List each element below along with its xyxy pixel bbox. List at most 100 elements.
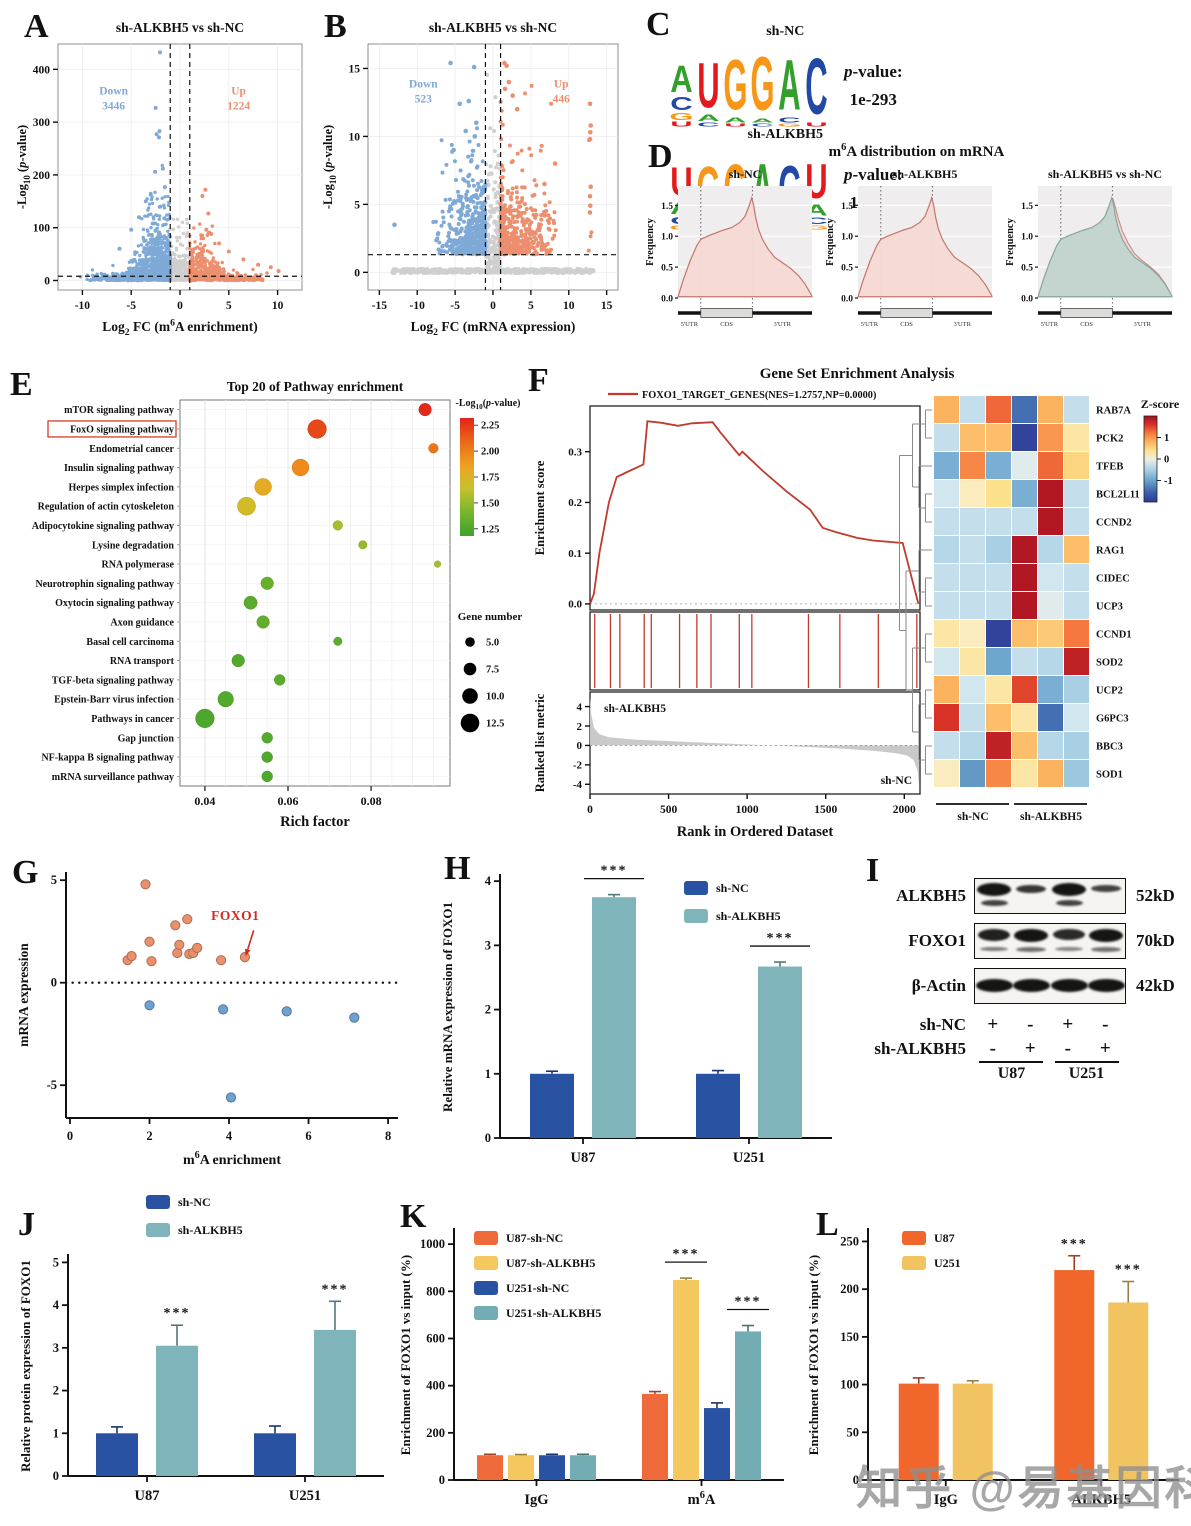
svg-text:150: 150 [840, 1330, 859, 1344]
blot-protein-label: β-Actin [911, 976, 966, 995]
svg-text:CDS: CDS [720, 321, 733, 328]
svg-text:-Log10 (p-value): -Log10 (p-value) [321, 125, 338, 209]
gsea-chart: FOXO1_TARGET_GENES(NES=1.2757,NP=0.0000)… [524, 378, 928, 848]
svg-text:2: 2 [577, 721, 583, 733]
svg-text:FoxO signaling pathway: FoxO signaling pathway [70, 425, 174, 436]
svg-text:0.5: 0.5 [661, 264, 673, 274]
svg-text:U: U [670, 121, 692, 127]
svg-text:U87-sh-NC: U87-sh-NC [506, 1231, 563, 1245]
density-subplot: 0.0 0.5 1.0 1.5 Frequency sh-ALKBH5 vs sh-NC 5… [1002, 164, 1178, 339]
svg-text:sh-ALKBH5: sh-ALKBH5 [604, 703, 666, 715]
svg-text:10: 10 [563, 300, 575, 312]
svg-text:sh-ALKBH5: sh-ALKBH5 [893, 167, 958, 181]
svg-text:523: 523 [415, 94, 433, 106]
panel-letter-l: L [816, 1206, 839, 1243]
svg-text:5.0: 5.0 [486, 638, 499, 649]
svg-text:Down: Down [99, 86, 128, 98]
svg-text:6: 6 [305, 1129, 311, 1143]
svg-text:U: U [697, 58, 719, 114]
svg-text:0: 0 [53, 1469, 59, 1483]
svg-text:0.0: 0.0 [568, 599, 582, 611]
svg-text:-Log10 (p-value): -Log10 (p-value) [15, 125, 32, 209]
svg-text:Frequency: Frequency [645, 217, 656, 265]
gsea-heatmap: RAB7A PCK2 TFEB BCL2L11 CCND2 RAG1 CIDEC UCP3 CC… [898, 380, 1191, 842]
svg-text:-1: -1 [1164, 476, 1173, 487]
svg-text:200: 200 [840, 1282, 859, 1296]
panel-letter-c: C [646, 6, 671, 43]
svg-text:1224: 1224 [227, 101, 250, 113]
svg-text:5: 5 [528, 300, 534, 312]
svg-text:100: 100 [840, 1378, 859, 1392]
svg-text:Z-score: Z-score [1141, 397, 1180, 411]
svg-text:TGF-beta signaling pathway: TGF-beta signaling pathway [52, 675, 174, 686]
svg-text:C: C [805, 217, 827, 225]
svg-text:***: *** [601, 864, 628, 879]
panel-letter-f: F [528, 362, 549, 399]
svg-text:U251: U251 [934, 1256, 961, 1270]
svg-text:U251-sh-ALKBH5: U251-sh-ALKBH5 [506, 1306, 601, 1320]
svg-text:NF-kappa B signaling pathway: NF-kappa B signaling pathway [41, 753, 174, 764]
svg-text:1: 1 [485, 1067, 491, 1081]
svg-text:sh-NC: sh-NC [881, 775, 912, 787]
svg-text:500: 500 [660, 804, 678, 816]
svg-text:-2: -2 [573, 760, 583, 772]
svg-text:U: U [724, 123, 746, 127]
svg-text:0.0: 0.0 [841, 295, 853, 305]
svg-text:Insulin signaling pathway: Insulin signaling pathway [64, 463, 174, 474]
svg-text:Up: Up [231, 86, 246, 98]
blot-sign-row: sh-ALKBH5 - + - + [874, 1038, 1111, 1059]
m6a-distribution-panel: m6A distribution on mRNA 0.0 0.5 1.0 1.5 Fre… [642, 142, 1191, 354]
panel-letter-g: G [12, 854, 39, 891]
svg-text:sh-ALKBH5: sh-ALKBH5 [1020, 811, 1082, 823]
watermark: 知乎 @易基因科技 [856, 1462, 1191, 1514]
svg-text:0: 0 [67, 1129, 73, 1143]
svg-text:UCP3: UCP3 [1096, 602, 1123, 613]
motif-pvalue: p-value: 1e-293 [844, 62, 903, 109]
svg-text:0: 0 [439, 1473, 445, 1487]
svg-text:A: A [751, 118, 773, 123]
blot-band [1089, 929, 1123, 942]
svg-text:***: *** [735, 1295, 762, 1310]
svg-text:0: 0 [587, 804, 593, 816]
svg-text:4: 4 [485, 874, 492, 888]
svg-text:sh-NC: sh-NC [957, 811, 988, 823]
blot-row: FOXO1 70kD [858, 923, 1190, 959]
svg-text:Lysine degradation: Lysine degradation [92, 540, 174, 551]
svg-text:***: *** [1061, 1237, 1088, 1252]
blot-band [1016, 885, 1046, 893]
svg-text:2: 2 [485, 1003, 491, 1017]
svg-text:1.5: 1.5 [661, 202, 673, 212]
blot-row: β-Actin 42kD [858, 968, 1190, 1004]
svg-text:CDS: CDS [900, 321, 913, 328]
svg-text:-5: -5 [47, 1078, 57, 1092]
svg-text:10: 10 [349, 131, 361, 143]
volcano-m6a-chart: Down 3446 Up 1224 -10 -5 0 5 10 0 100 200 300 400 sh-A… [12, 12, 314, 348]
svg-text:2: 2 [146, 1129, 152, 1143]
svg-text:-4: -4 [573, 779, 583, 791]
svg-text:mTOR signaling pathway: mTOR signaling pathway [64, 405, 174, 416]
svg-text:3'UTR: 3'UTR [953, 321, 971, 328]
svg-text:2.25: 2.25 [481, 421, 499, 432]
svg-text:sh-NC: sh-NC [178, 1195, 211, 1209]
svg-text:RNA transport: RNA transport [110, 656, 175, 667]
svg-text:sh-ALKBH5 vs sh-NC: sh-ALKBH5 vs sh-NC [429, 20, 557, 35]
svg-text:sh-NC: sh-NC [729, 167, 762, 181]
svg-text:Adipocytokine signaling pathwa: Adipocytokine signaling pathway [32, 521, 174, 532]
blot-band [1091, 947, 1121, 952]
svg-text:Enrichment of FOXO1 vs input (: Enrichment of FOXO1 vs input (%) [806, 1255, 821, 1455]
svg-text:Regulation of actin cytoskelet: Regulation of actin cytoskeleton [38, 502, 175, 513]
svg-text:5'UTR: 5'UTR [861, 321, 879, 328]
panel-letter-i: I [866, 852, 880, 889]
svg-text:5'UTR: 5'UTR [1041, 321, 1059, 328]
mrna-expression-bars: 0 1 2 3 4 Relative mRNA expression of FOXO1 U8… [436, 852, 840, 1188]
svg-text:UCP2: UCP2 [1096, 686, 1123, 697]
svg-text:U87: U87 [135, 1488, 160, 1504]
svg-text:2.00: 2.00 [481, 447, 499, 458]
svg-text:Gap junction: Gap junction [118, 733, 175, 744]
svg-text:CCND1: CCND1 [1096, 630, 1132, 641]
svg-text:C: C [697, 122, 719, 127]
svg-text:Basal cell carcinoma: Basal cell carcinoma [86, 637, 174, 648]
svg-text:RAG1: RAG1 [1096, 546, 1125, 557]
